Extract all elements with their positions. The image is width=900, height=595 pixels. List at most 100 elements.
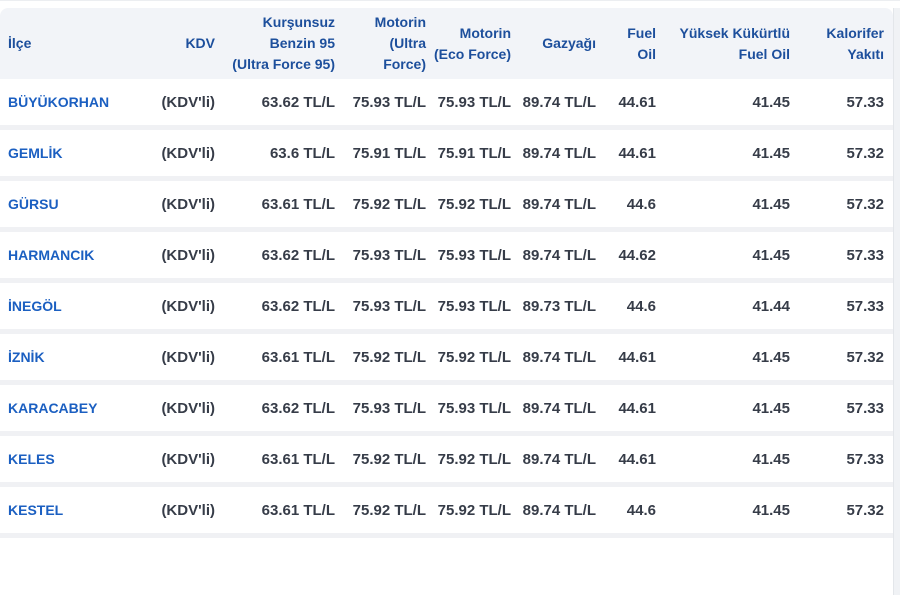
column-header-motorin_eco: Motorin (Eco Force) [426, 8, 511, 79]
column-header-gazyagi: Gazyağı [511, 8, 596, 79]
cell-ilce: KARACABEY [0, 385, 150, 436]
cell-fuel_oil: 44.6 [596, 487, 656, 538]
district-link[interactable]: BÜYÜKORHAN [8, 93, 110, 110]
cell-gazyagi: 89.74 TL/L [511, 436, 596, 487]
cell-ilce: İNEGÖL [0, 283, 150, 334]
cell-kdv: (KDV'li) [150, 436, 215, 487]
cell-ilce: BÜYÜKORHAN [0, 79, 150, 130]
cell-kalorifer: 57.33 [790, 385, 893, 436]
cell-motorin_ultra: 75.92 TL/L [335, 181, 426, 232]
cell-benzin: 63.62 TL/L [215, 232, 335, 283]
district-link[interactable]: HARMANCIK [8, 246, 95, 263]
cell-kalorifer: 57.32 [790, 487, 893, 538]
district-link[interactable]: KELES [8, 450, 55, 467]
district-link[interactable]: GÜRSU [8, 195, 59, 212]
cell-motorin_eco: 75.92 TL/L [426, 181, 511, 232]
header-row: İlçe KDV Kurşunsuz Benzin 95 (Ultra Force … [0, 8, 893, 79]
cell-gazyagi: 89.74 TL/L [511, 181, 596, 232]
cell-gazyagi: 89.74 TL/L [511, 385, 596, 436]
table-row: KESTEL (KDV'li) 63.61 TL/L 75.92 TL/L 75.92 … [0, 487, 893, 538]
column-header-kalorifer: Kalorifer Yakıtı [790, 8, 893, 79]
cell-motorin_ultra: 75.93 TL/L [335, 283, 426, 334]
cell-ilce: İZNİK [0, 334, 150, 385]
cell-kdv: (KDV'li) [150, 385, 215, 436]
cell-fuel_oil: 44.62 [596, 232, 656, 283]
cell-benzin: 63.61 TL/L [215, 436, 335, 487]
cell-fuel_oil: 44.61 [596, 334, 656, 385]
cell-motorin_ultra: 75.93 TL/L [335, 232, 426, 283]
cell-motorin_ultra: 75.93 TL/L [335, 385, 426, 436]
cell-motorin_eco: 75.92 TL/L [426, 334, 511, 385]
district-link[interactable]: İZNİK [8, 348, 45, 365]
table-row: BÜYÜKORHAN (KDV'li) 63.62 TL/L 75.93 TL/L 75… [0, 79, 893, 130]
cell-benzin: 63.61 TL/L [215, 487, 335, 538]
cell-kdv: (KDV'li) [150, 487, 215, 538]
column-header-yuksek_kukurtlu: Yüksek Kükürtlü Fuel Oil [656, 8, 790, 79]
cell-kdv: (KDV'li) [150, 283, 215, 334]
fuel-price-table-container: İlçe KDV Kurşunsuz Benzin 95 (Ultra Force … [0, 8, 893, 538]
top-divider [0, 0, 900, 1]
cell-yuksek_kukurtlu: 41.45 [656, 130, 790, 181]
cell-kalorifer: 57.33 [790, 79, 893, 130]
cell-kalorifer: 57.32 [790, 130, 893, 181]
table-body: BÜYÜKORHAN (KDV'li) 63.62 TL/L 75.93 TL/L 75… [0, 79, 893, 538]
table-row: GEMLİK (KDV'li) 63.6 TL/L 75.91 TL/L 75.91 T… [0, 130, 893, 181]
cell-kalorifer: 57.32 [790, 181, 893, 232]
cell-fuel_oil: 44.61 [596, 130, 656, 181]
column-header-ilce: İlçe [0, 8, 150, 79]
cell-motorin_ultra: 75.92 TL/L [335, 487, 426, 538]
cell-benzin: 63.62 TL/L [215, 283, 335, 334]
cell-fuel_oil: 44.61 [596, 385, 656, 436]
cell-motorin_eco: 75.93 TL/L [426, 79, 511, 130]
cell-motorin_ultra: 75.93 TL/L [335, 79, 426, 130]
cell-motorin_ultra: 75.92 TL/L [335, 334, 426, 385]
cell-motorin_eco: 75.93 TL/L [426, 232, 511, 283]
cell-motorin_eco: 75.93 TL/L [426, 283, 511, 334]
cell-yuksek_kukurtlu: 41.44 [656, 283, 790, 334]
cell-motorin_ultra: 75.91 TL/L [335, 130, 426, 181]
cell-ilce: HARMANCIK [0, 232, 150, 283]
cell-kdv: (KDV'li) [150, 181, 215, 232]
cell-motorin_eco: 75.92 TL/L [426, 487, 511, 538]
cell-benzin: 63.61 TL/L [215, 334, 335, 385]
table-row: KARACABEY (KDV'li) 63.62 TL/L 75.93 TL/L 75.… [0, 385, 893, 436]
cell-kdv: (KDV'li) [150, 130, 215, 181]
right-gutter [893, 8, 900, 595]
cell-gazyagi: 89.74 TL/L [511, 487, 596, 538]
cell-kalorifer: 57.33 [790, 283, 893, 334]
cell-benzin: 63.61 TL/L [215, 181, 335, 232]
table-row: KELES (KDV'li) 63.61 TL/L 75.92 TL/L 75.92 T… [0, 436, 893, 487]
cell-yuksek_kukurtlu: 41.45 [656, 232, 790, 283]
cell-ilce: KESTEL [0, 487, 150, 538]
cell-kalorifer: 57.32 [790, 334, 893, 385]
column-header-benzin: Kurşunsuz Benzin 95 (Ultra Force 95) [215, 8, 335, 79]
table-header: İlçe KDV Kurşunsuz Benzin 95 (Ultra Force … [0, 8, 893, 79]
cell-ilce: KELES [0, 436, 150, 487]
column-header-fuel_oil: Fuel Oil [596, 8, 656, 79]
cell-yuksek_kukurtlu: 41.45 [656, 436, 790, 487]
cell-benzin: 63.62 TL/L [215, 385, 335, 436]
cell-kalorifer: 57.33 [790, 436, 893, 487]
cell-ilce: GEMLİK [0, 130, 150, 181]
column-header-motorin_ultra: Motorin (Ultra Force) [335, 8, 426, 79]
cell-fuel_oil: 44.61 [596, 436, 656, 487]
table-row: İZNİK (KDV'li) 63.61 TL/L 75.92 TL/L 75.92 T… [0, 334, 893, 385]
district-link[interactable]: KARACABEY [8, 399, 98, 416]
district-link[interactable]: İNEGÖL [8, 297, 62, 314]
cell-kdv: (KDV'li) [150, 232, 215, 283]
cell-fuel_oil: 44.6 [596, 181, 656, 232]
table-row: İNEGÖL (KDV'li) 63.62 TL/L 75.93 TL/L 75.93 … [0, 283, 893, 334]
cell-fuel_oil: 44.61 [596, 79, 656, 130]
column-header-kdv: KDV [150, 8, 215, 79]
cell-gazyagi: 89.74 TL/L [511, 232, 596, 283]
cell-gazyagi: 89.74 TL/L [511, 334, 596, 385]
cell-benzin: 63.62 TL/L [215, 79, 335, 130]
cell-yuksek_kukurtlu: 41.45 [656, 79, 790, 130]
table-row: HARMANCIK (KDV'li) 63.62 TL/L 75.93 TL/L 75.… [0, 232, 893, 283]
district-link[interactable]: GEMLİK [8, 144, 63, 161]
cell-motorin_ultra: 75.92 TL/L [335, 436, 426, 487]
district-link[interactable]: KESTEL [8, 501, 64, 518]
cell-kdv: (KDV'li) [150, 334, 215, 385]
cell-kalorifer: 57.33 [790, 232, 893, 283]
